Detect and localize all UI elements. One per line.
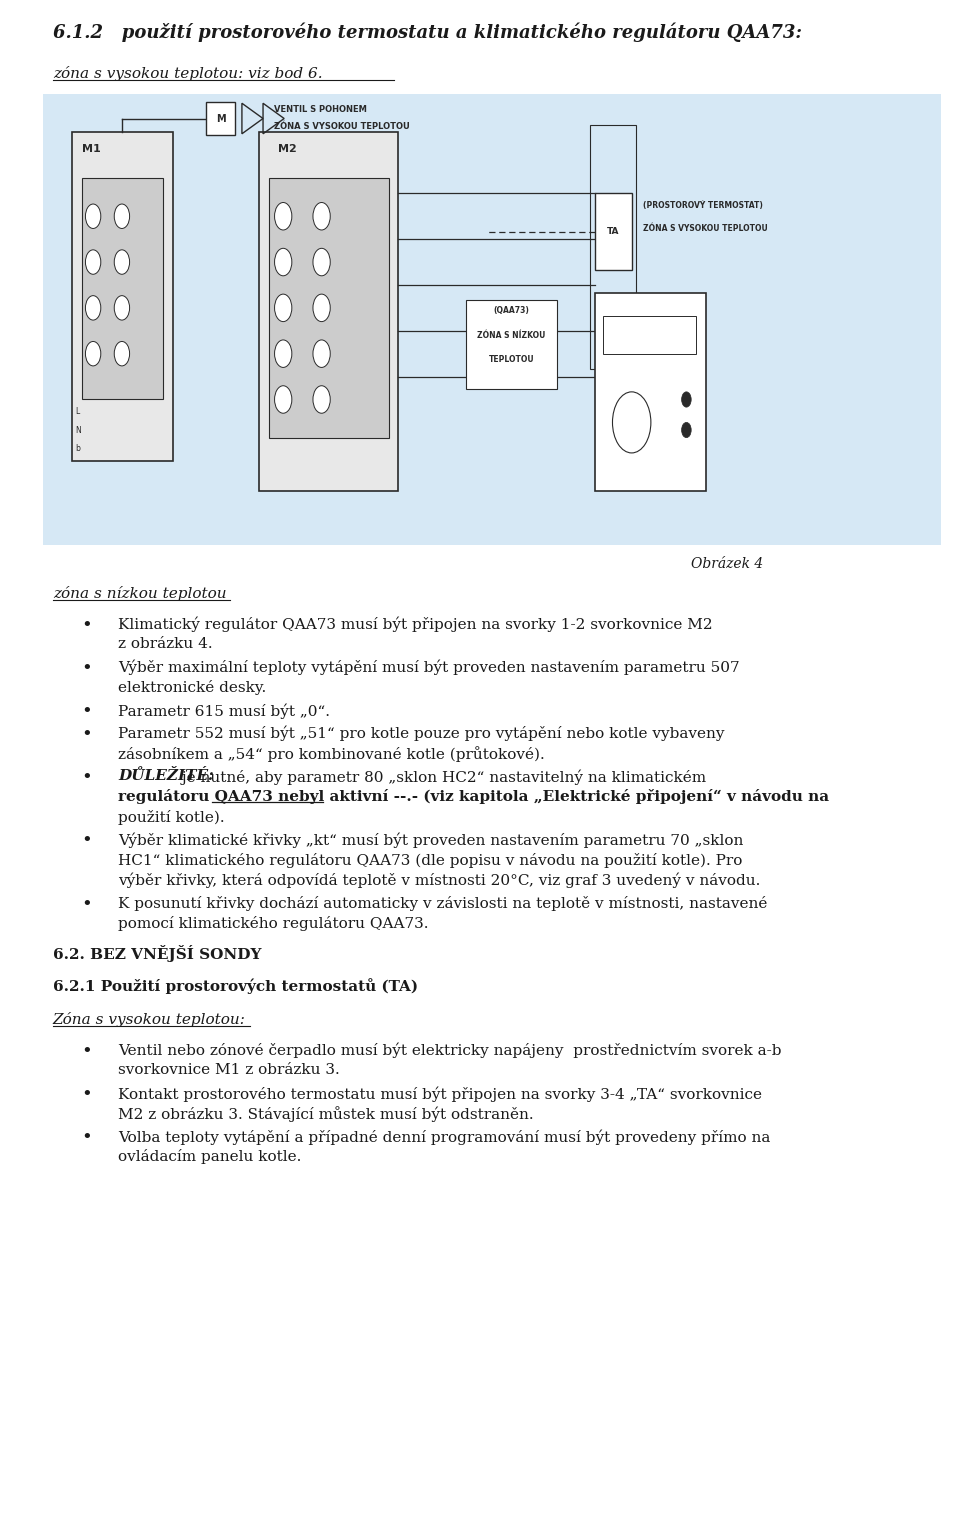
Circle shape — [114, 342, 130, 366]
Bar — [72, 133, 173, 461]
Circle shape — [313, 295, 330, 322]
Circle shape — [275, 249, 292, 276]
Circle shape — [275, 341, 292, 368]
Text: M2: M2 — [278, 145, 298, 154]
Bar — [269, 179, 389, 438]
Text: HC1“ klimatického regulátoru QAA73 (dle popisu v návodu na použití kotle). Pro: HC1“ klimatického regulátoru QAA73 (dle … — [118, 852, 742, 867]
Text: elektronické desky.: elektronické desky. — [118, 680, 266, 695]
Text: použití kotle).: použití kotle). — [118, 809, 225, 825]
Bar — [590, 125, 636, 370]
Text: M1: M1 — [82, 145, 101, 154]
Text: Ventil nebo zónové čerpadlo musí být elektricky napájeny  prostřednictvím svorek: Ventil nebo zónové čerpadlo musí být ele… — [118, 1043, 781, 1058]
Text: ZÓNA S VYSOKOU TEPLOTOU: ZÓNA S VYSOKOU TEPLOTOU — [643, 224, 768, 234]
Text: TEPLOTOU: TEPLOTOU — [489, 356, 534, 365]
Circle shape — [275, 295, 292, 322]
Circle shape — [114, 296, 130, 321]
FancyBboxPatch shape — [43, 95, 941, 545]
Text: •: • — [82, 660, 92, 678]
Text: •: • — [82, 832, 92, 851]
Text: zásobníkem a „54“ pro kombinované kotle (průtokové).: zásobníkem a „54“ pro kombinované kotle … — [118, 747, 545, 762]
Text: L: L — [75, 408, 79, 417]
Text: Zóna s vysokou teplotou:: Zóna s vysokou teplotou: — [53, 1012, 246, 1028]
Text: Parametr 615 musí být „0“.: Parametr 615 musí být „0“. — [118, 702, 330, 719]
Text: M: M — [216, 113, 226, 124]
Text: zóna s nízkou teplotou: zóna s nízkou teplotou — [53, 586, 227, 602]
Text: 6.2.1 Použití prostorových termostatů (TA): 6.2.1 Použití prostorových termostatů (T… — [53, 979, 418, 994]
Text: svorkovnice M1 z obrázku 3.: svorkovnice M1 z obrázku 3. — [118, 1063, 340, 1077]
Text: zóna s vysokou teplotou: viz bod 6.: zóna s vysokou teplotou: viz bod 6. — [53, 66, 323, 81]
Circle shape — [85, 296, 101, 321]
Text: Kontakt prostorového termostatu musí být připojen na svorky 3-4 „TA“ svorkovnice: Kontakt prostorového termostatu musí být… — [118, 1086, 762, 1101]
Bar — [82, 179, 163, 400]
Circle shape — [85, 250, 101, 275]
Text: Obrázek 4: Obrázek 4 — [691, 557, 763, 571]
Text: (PROSTOROVÝ TERMOSTAT): (PROSTOROVÝ TERMOSTAT) — [643, 202, 763, 211]
Text: K posunutí křivky dochází automaticky v závislosti na teplotě v místnosti, nasta: K posunutí křivky dochází automaticky v … — [118, 896, 767, 910]
Text: •: • — [82, 1043, 92, 1061]
Text: TA: TA — [607, 228, 620, 237]
Text: je nutné, aby parametr 80 „sklon HC2“ nastavitelný na klimatickém: je nutné, aby parametr 80 „sklon HC2“ na… — [177, 770, 706, 785]
Bar — [466, 301, 557, 389]
Text: 6.2. BEZ VNĚJŠÍ SONDY: 6.2. BEZ VNĚJŠÍ SONDY — [53, 945, 261, 962]
Bar — [595, 293, 706, 492]
Text: regulátoru QAA73 nebyl aktivní --.- (viz kapitola „Elektrické připojení“ v návod: regulátoru QAA73 nebyl aktivní --.- (viz… — [118, 789, 829, 805]
Text: pomocí klimatického regulátoru QAA73.: pomocí klimatického regulátoru QAA73. — [118, 916, 428, 931]
Circle shape — [313, 386, 330, 414]
Text: N: N — [75, 426, 81, 435]
Circle shape — [85, 205, 101, 229]
Text: Volba teploty vytápění a případné denní programování musí být provedeny přímo na: Volba teploty vytápění a případné denní … — [118, 1128, 771, 1145]
Text: (QAA73): (QAA73) — [493, 307, 529, 316]
Text: Výběr maximální teploty vytápění musí být proveden nastavením parametru 507: Výběr maximální teploty vytápění musí bý… — [118, 660, 740, 675]
Text: •: • — [82, 617, 92, 635]
Text: •: • — [82, 1128, 92, 1147]
Text: výběr křivky, která odpovídá teplotě v místnosti 20°C, viz graf 3 uvedený v návo: výběr křivky, která odpovídá teplotě v m… — [118, 873, 760, 889]
Circle shape — [275, 386, 292, 414]
Text: ZÓNA S NÍZKOU: ZÓNA S NÍZKOU — [477, 331, 545, 341]
Text: 6.1.2   použití prostorového termostatu a klimatického regulátoru QAA73:: 6.1.2 použití prostorového termostatu a … — [53, 23, 802, 43]
Bar — [259, 133, 398, 492]
Circle shape — [85, 342, 101, 366]
Text: ZÓNA S VYSOKOU TEPLOTOU: ZÓNA S VYSOKOU TEPLOTOU — [274, 122, 409, 131]
Circle shape — [114, 205, 130, 229]
Text: z obrázku 4.: z obrázku 4. — [118, 637, 213, 651]
Bar — [595, 194, 632, 270]
Circle shape — [313, 203, 330, 231]
Circle shape — [275, 203, 292, 231]
Text: •: • — [82, 1086, 92, 1104]
Circle shape — [682, 423, 691, 438]
Text: Výběr klimatické křivky „kt“ musí být proveden nastavením parametru 70 „sklon: Výběr klimatické křivky „kt“ musí být pr… — [118, 832, 743, 847]
Bar — [603, 316, 696, 354]
Text: Parametr 552 musí být „51“ pro kotle pouze pro vytápění nebo kotle vybaveny: Parametr 552 musí být „51“ pro kotle pou… — [118, 725, 725, 742]
Text: b: b — [75, 444, 80, 454]
Text: VENTIL S POHONEM: VENTIL S POHONEM — [274, 105, 367, 115]
Text: •: • — [82, 896, 92, 913]
Bar — [206, 102, 235, 136]
Text: Klimatický regulátor QAA73 musí být připojen na svorky 1-2 svorkovnice M2: Klimatický regulátor QAA73 musí být přip… — [118, 617, 712, 632]
Text: •: • — [82, 702, 92, 721]
Circle shape — [682, 392, 691, 408]
Text: •: • — [82, 725, 92, 744]
Text: DŮLEŽITÉ:: DŮLEŽITÉ: — [118, 770, 214, 783]
Circle shape — [313, 249, 330, 276]
Circle shape — [114, 250, 130, 275]
Circle shape — [313, 341, 330, 368]
Text: •: • — [82, 770, 92, 786]
Text: ovládacím panelu kotle.: ovládacím panelu kotle. — [118, 1150, 301, 1165]
Text: M2 z obrázku 3. Stávající můstek musí být odstraněn.: M2 z obrázku 3. Stávající můstek musí bý… — [118, 1107, 534, 1122]
